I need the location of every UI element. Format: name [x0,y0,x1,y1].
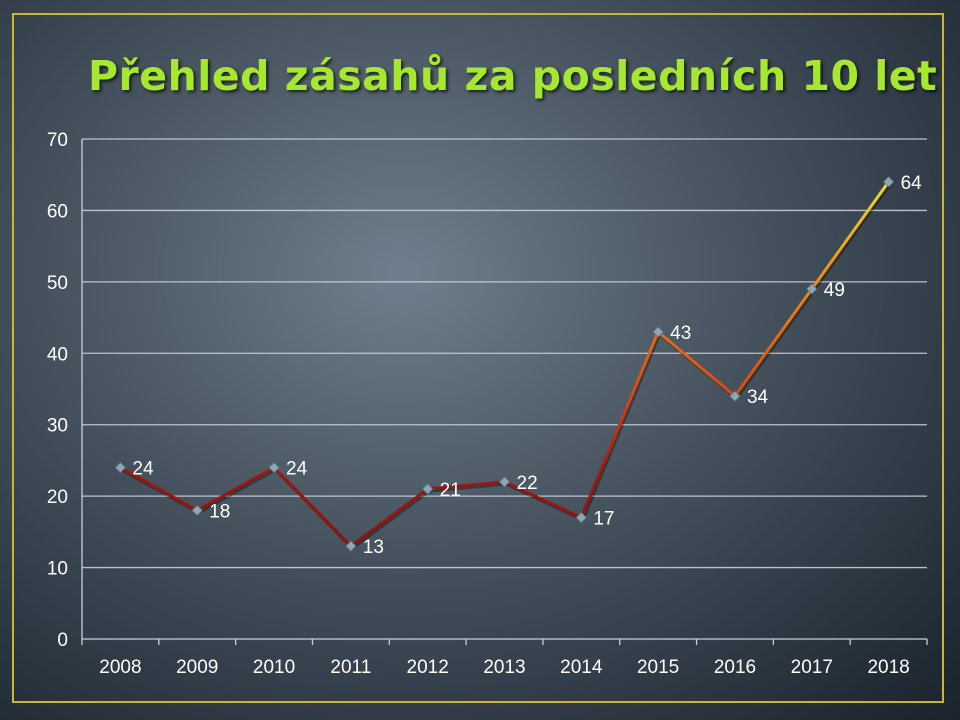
data-point-2013 [498,476,511,488]
y-tick-label-60: 60 [47,201,68,222]
x-axis-tick-labels: 2008 2009 2010 2011 2012 2013 2014 2015 2016 2017… [99,657,909,678]
data-label-2016: 34 [747,387,769,408]
data-point-2014 [575,512,587,524]
data-label-2017: 49 [824,280,845,301]
y-tick-label-20: 20 [47,487,68,508]
data-point-2008 [114,462,126,474]
y-tick-label-0: 0 [57,630,68,651]
data-markers [114,176,895,552]
data-series [118,180,892,550]
data-point-2010 [268,462,280,474]
x-tick-label-2017: 2017 [791,657,833,678]
data-label-2013: 22 [517,473,538,494]
data-point-2009 [191,504,203,516]
slide-title: Přehled zásahů za posledních 10 let [88,52,938,100]
chart-axes [81,139,928,645]
y-axis-tick-labels: 0 10 20 30 40 50 60 70 [47,130,68,651]
x-tick-label-2009: 2009 [176,657,218,678]
data-label-2015: 43 [670,323,691,344]
data-label-2014: 17 [593,509,614,530]
x-tick-label-2008: 2008 [99,657,141,678]
data-point-2016 [729,390,741,402]
x-tick-label-2010: 2010 [253,657,295,678]
x-tick-label-2014: 2014 [560,657,603,678]
x-tick-label-2016: 2016 [714,657,756,678]
data-point-2015 [652,326,664,338]
x-tick-label-2018: 2018 [867,657,909,678]
data-point-2018 [883,176,895,188]
y-tick-label-10: 10 [47,559,68,580]
slide-frame [12,13,944,703]
data-label-2018: 64 [901,173,923,194]
x-tick-label-2011: 2011 [330,657,371,678]
x-tick-label-2015: 2015 [637,657,679,678]
data-labels: 24 18 24 13 21 22 17 43 34 49 64 [132,173,922,558]
x-tick-label-2012: 2012 [407,657,449,678]
data-label-2009: 18 [209,501,230,522]
y-tick-label-70: 70 [47,130,68,151]
x-tick-label-2013: 2013 [483,657,525,678]
data-point-2012 [422,483,434,495]
data-point-2017 [806,283,818,295]
y-tick-label-50: 50 [47,273,68,294]
data-label-2011: 13 [363,537,384,558]
y-tick-label-40: 40 [47,344,68,365]
series-line-shadow [121,182,892,550]
data-point-2011 [345,540,357,552]
data-label-2012: 21 [440,480,461,501]
data-label-2008: 24 [132,459,154,480]
data-label-2010: 24 [286,459,308,480]
y-tick-label-30: 30 [47,416,68,437]
